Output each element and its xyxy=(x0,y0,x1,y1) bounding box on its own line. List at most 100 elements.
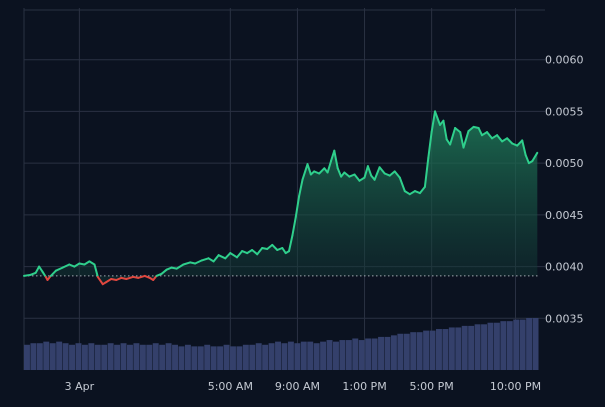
volume-bar-77 xyxy=(519,319,526,370)
volume-bar-25 xyxy=(184,344,191,370)
volume-bar-5 xyxy=(56,341,63,370)
volume-bar-10 xyxy=(88,343,95,370)
price-segment-35 xyxy=(194,259,203,265)
price-segment-61 xyxy=(318,167,326,175)
volume-bars xyxy=(24,318,539,370)
volume-bar-58 xyxy=(397,333,404,370)
price-segment-38 xyxy=(212,254,220,263)
volume-bar-67 xyxy=(455,327,462,370)
price-segment-4 xyxy=(41,270,47,278)
volume-bar-71 xyxy=(481,324,487,370)
price-segment-78 xyxy=(388,170,396,177)
price-segment-102 xyxy=(496,134,504,143)
price-segment-80 xyxy=(398,176,406,193)
x-tick-label-2: 9:00 AM xyxy=(275,380,320,393)
price-segment-16 xyxy=(96,275,104,286)
x-axis: 3 Apr 5:00 AM 9:00 AM 1:00 PM 5:00 PM 10:00 P… xyxy=(65,380,542,393)
volume-bar-44 xyxy=(307,341,314,370)
volume-bar-56 xyxy=(384,336,391,370)
price-segment-87 xyxy=(430,110,436,134)
volume-bar-76 xyxy=(513,319,520,370)
price-segment-75 xyxy=(373,166,381,181)
volume-bar-70 xyxy=(474,324,481,370)
volume-bar-79 xyxy=(532,318,539,370)
volume-bar-53 xyxy=(365,338,372,370)
price-segment-56 xyxy=(298,178,304,198)
volume-bar-50 xyxy=(345,340,352,370)
volume-bar-21 xyxy=(159,344,166,370)
price-segment-106 xyxy=(516,139,524,147)
price-segment-3 xyxy=(38,265,44,273)
volume-bar-52 xyxy=(358,340,365,370)
volume-bar-65 xyxy=(442,329,449,370)
price-segment-70 xyxy=(353,173,361,182)
price-segment-96 xyxy=(467,125,475,133)
y-tick-label-0: 0.0035 xyxy=(545,312,584,325)
volume-bar-55 xyxy=(378,336,384,370)
price-segment-92 xyxy=(449,127,457,146)
price-segment-45 xyxy=(251,249,259,256)
volume-bar-60 xyxy=(410,332,417,370)
price-segment-7 xyxy=(49,269,57,277)
volume-bar-7 xyxy=(69,344,75,370)
volume-bar-54 xyxy=(371,338,378,370)
volume-bar-75 xyxy=(506,321,513,370)
volume-bar-16 xyxy=(127,344,133,370)
price-segment-68 xyxy=(343,171,351,178)
volume-bar-57 xyxy=(390,335,397,370)
price-segment-65 xyxy=(333,149,339,170)
price-segment-104 xyxy=(506,137,514,145)
volume-bar-36 xyxy=(255,343,262,370)
price-segment-57 xyxy=(301,163,309,181)
price-segment-90 xyxy=(442,119,448,141)
price-area-fill xyxy=(24,111,538,371)
price-segment-95 xyxy=(462,130,470,149)
volume-bar-14 xyxy=(114,344,121,370)
volume-bar-74 xyxy=(500,321,507,370)
volume-bar-47 xyxy=(326,340,333,370)
volume-bar-73 xyxy=(493,322,500,370)
volume-bar-45 xyxy=(313,343,320,370)
volume-bar-68 xyxy=(461,325,468,370)
volume-bar-24 xyxy=(178,346,185,370)
price-segment-93 xyxy=(454,127,462,134)
price-segment-63 xyxy=(326,160,332,174)
volume-bar-46 xyxy=(320,341,327,370)
volume-bar-11 xyxy=(94,344,101,370)
price-segment-84 xyxy=(418,185,426,195)
price-segment-85 xyxy=(423,157,430,188)
volume-bar-18 xyxy=(139,344,146,370)
volume-bar-9 xyxy=(81,344,88,370)
volume-bar-27 xyxy=(197,346,204,370)
volume-bar-8 xyxy=(75,343,82,370)
volume-bar-29 xyxy=(210,346,217,370)
price-segment-39 xyxy=(217,254,227,260)
volume-bar-17 xyxy=(133,343,140,370)
volume-bar-66 xyxy=(448,327,455,370)
y-tick-label-1: 0.0040 xyxy=(545,261,584,274)
price-segment-24 xyxy=(137,274,146,279)
volume-bar-1 xyxy=(30,343,37,370)
price-segment-48 xyxy=(266,243,274,250)
price-segment-40 xyxy=(224,252,232,260)
volume-bar-32 xyxy=(230,346,236,370)
price-segment-58 xyxy=(306,163,312,176)
volume-bar-64 xyxy=(436,329,442,370)
price-segment-33 xyxy=(182,261,192,266)
x-tick-label-1: 5:00 AM xyxy=(208,380,253,393)
volume-bar-4 xyxy=(49,343,56,370)
volume-bar-42 xyxy=(294,343,301,370)
volume-bar-59 xyxy=(403,333,410,370)
price-segment-53 xyxy=(288,234,294,253)
volume-bar-69 xyxy=(468,325,475,370)
price-segment-36 xyxy=(200,257,210,262)
volume-bar-49 xyxy=(339,340,346,370)
price-segment-73 xyxy=(366,165,373,177)
volume-bar-2 xyxy=(36,343,43,370)
price-segment-29 xyxy=(160,268,168,275)
y-tick-label-2: 0.0045 xyxy=(545,209,584,222)
volume-bar-19 xyxy=(146,344,153,370)
price-segment-54 xyxy=(291,215,297,237)
